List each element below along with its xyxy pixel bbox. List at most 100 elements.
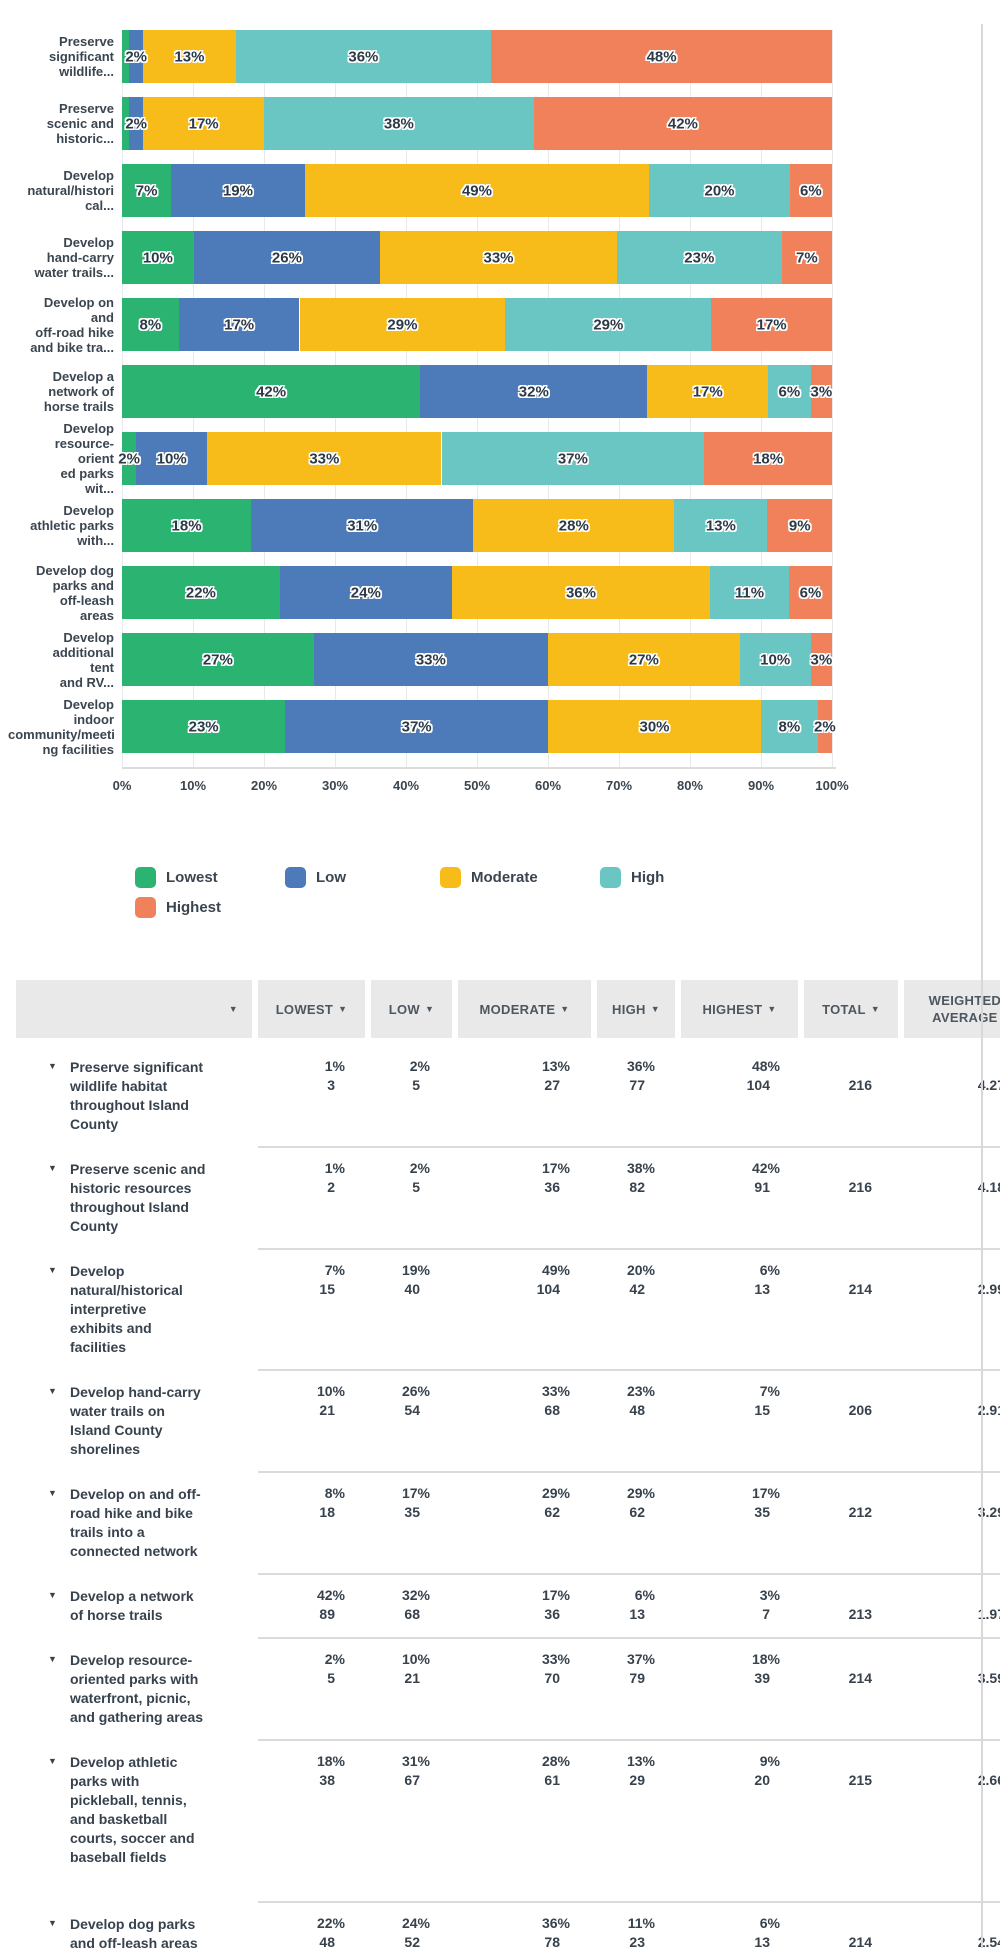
cell-highest-percent: 9% (759, 1753, 780, 1769)
category-label-line: natural/histori (27, 183, 114, 198)
row-label: Preserve scenic and historic resources thr… (70, 1160, 265, 1236)
row-separator (258, 1739, 1000, 1741)
cell-weighted-average: 2.66 (977, 1772, 1000, 1788)
bar-segment-lowest: 42% (122, 365, 421, 418)
row-expand-caret-icon[interactable]: ▼ (48, 1386, 57, 1396)
row-label-line: historic resources (70, 1180, 192, 1196)
cell-highest-percent: 6% (759, 1262, 780, 1278)
cell-weighted-average: 2.91 (977, 1402, 1000, 1418)
row-expand-caret-icon[interactable]: ▼ (48, 1918, 57, 1928)
x-axis-tick-label: 100% (815, 778, 849, 793)
bar-segment-low: 24% (279, 566, 452, 619)
column-header-row-label[interactable]: ▼ (16, 980, 252, 1038)
column-header-total[interactable]: TOTAL ▼ (804, 980, 898, 1038)
row-expand-caret-icon[interactable]: ▼ (48, 1061, 57, 1071)
cell-highest-count: 20 (754, 1772, 770, 1788)
column-header-highest[interactable]: HIGHEST ▼ (681, 980, 798, 1038)
category-label-line: Develop (63, 696, 114, 712)
cell-high-percent: 23% (626, 1383, 655, 1399)
bar-segment-label: 27% (202, 651, 233, 668)
sort-caret-icon[interactable]: ▼ (228, 1003, 238, 1014)
cell-lowest-percent: 22% (316, 1915, 345, 1931)
bar-segment-label: 22% (185, 584, 216, 601)
x-axis-tick-label: 70% (605, 778, 633, 793)
cell-highest-count: 13 (754, 1934, 770, 1948)
cell-weighted-average: 1.97 (977, 1606, 1000, 1622)
category-label-line: Develop (63, 168, 114, 183)
row-label: Develop dog parks and off-leash areas (70, 1915, 265, 1948)
cell-weighted-average: 4.27 (977, 1077, 1000, 1093)
row-separator (258, 1471, 1000, 1473)
x-axis-tick-label: 10% (179, 778, 207, 793)
sort-caret-icon[interactable]: ▼ (425, 1003, 435, 1014)
sort-caret-icon[interactable]: ▼ (650, 1003, 660, 1014)
column-header-low[interactable]: LOW ▼ (371, 980, 452, 1038)
x-axis-tick-label: 90% (747, 778, 775, 793)
legend-label: Moderate (471, 868, 538, 886)
bar-segment-label: 28% (558, 517, 589, 534)
category-label-line: community/meeti (8, 726, 115, 742)
category-label: Develop resource-orient ed parks wit... (8, 421, 114, 496)
sort-caret-icon[interactable]: ▼ (767, 1003, 777, 1014)
cell-high-count: 79 (629, 1670, 645, 1686)
bar-segment-high: 8% (761, 700, 818, 753)
row-expand-caret-icon[interactable]: ▼ (48, 1265, 57, 1275)
bar-segment-label: 17% (692, 383, 723, 400)
sort-caret-icon[interactable]: ▼ (338, 1003, 348, 1014)
bar-segment-label: 37% (401, 718, 432, 735)
cell-total: 216 (848, 1077, 872, 1093)
table-row: ▼ Develop athletic parks with pickleball, t… (0, 1741, 1000, 1901)
x-axis-line (122, 767, 836, 769)
bar-row: 27% 33% 27% 10% 3% (122, 633, 832, 686)
bar-segment-high: 29% (505, 298, 712, 351)
column-header-high[interactable]: HIGH ▼ (597, 980, 675, 1038)
legend-item-high: High (600, 866, 664, 888)
cell-highest-count: 15 (754, 1402, 770, 1418)
cell-lowest-percent: 7% (324, 1262, 345, 1278)
cell-moderate-percent: 13% (541, 1058, 570, 1074)
right-edge-divider (981, 24, 983, 1948)
bar-segment-label: 36% (348, 48, 379, 65)
bar-segment-highest: 18% (704, 432, 832, 485)
row-expand-caret-icon[interactable]: ▼ (48, 1590, 57, 1600)
row-label: Develop hand-carry water trails on Island … (70, 1383, 265, 1459)
bar-segment-label: 2% (125, 115, 148, 132)
cell-high-count: 23 (629, 1934, 645, 1948)
row-label-line: and basketball (70, 1811, 168, 1827)
row-label-line: throughout Island (70, 1199, 189, 1215)
row-label-line: baseball fields (70, 1849, 167, 1865)
category-label-line: Develop (63, 629, 114, 645)
row-expand-caret-icon[interactable]: ▼ (48, 1488, 57, 1498)
category-label-line: ed parks (60, 466, 114, 481)
category-label-line: wildlife... (59, 64, 114, 79)
column-header-weighted-average[interactable]: WEIGHTED AVERAGE▼ (904, 980, 1000, 1038)
cell-highest-count: 39 (754, 1670, 770, 1686)
category-label-line: Develop (63, 235, 114, 250)
table-row: ▼ Develop hand-carry water trails on Island… (0, 1371, 1000, 1471)
category-label-line: ng facilities (42, 741, 114, 757)
cell-total: 216 (848, 1179, 872, 1195)
cell-low-count: 5 (412, 1077, 420, 1093)
category-label-line: Develop on (43, 294, 114, 310)
row-expand-caret-icon[interactable]: ▼ (48, 1756, 57, 1766)
row-label: Develop resource-oriented parks with wate… (70, 1651, 265, 1727)
bar-segment-low: 2% (125, 97, 147, 150)
bar-segment-high: 37% (441, 432, 705, 485)
row-expand-caret-icon[interactable]: ▼ (48, 1163, 57, 1173)
bar-segment-label: 48% (646, 48, 677, 65)
category-label: Develop additional tent and RV... (8, 630, 114, 690)
x-axis-tick-label: 50% (463, 778, 491, 793)
row-expand-caret-icon[interactable]: ▼ (48, 1654, 57, 1664)
sort-caret-icon[interactable]: ▼ (560, 1003, 570, 1014)
category-label: Develop on and off-road hike and bike tra..… (8, 295, 114, 355)
bar-segment-highest: 6% (788, 566, 832, 619)
column-header-moderate[interactable]: MODERATE ▼ (458, 980, 591, 1038)
column-header-text: WEIGHTED AVERAGE (928, 993, 1000, 1025)
row-label-line: throughout Island (70, 1097, 189, 1113)
row-separator (258, 1146, 1000, 1148)
sort-caret-icon[interactable]: ▼ (870, 1003, 880, 1014)
cell-lowest-count: 3 (327, 1077, 335, 1093)
column-header-lowest[interactable]: LOWEST ▼ (258, 980, 365, 1038)
category-label-line: athletic parks (30, 518, 114, 533)
table-row: ▼ Preserve scenic and historic resources th… (0, 1148, 1000, 1248)
